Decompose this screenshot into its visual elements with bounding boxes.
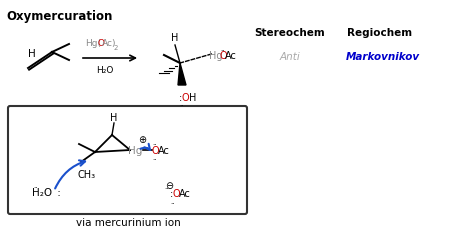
Text: CH₃: CH₃ bbox=[78, 170, 96, 180]
Text: Oxymercuration: Oxymercuration bbox=[6, 10, 112, 23]
Text: O: O bbox=[220, 51, 228, 61]
Text: Hg(: Hg( bbox=[85, 39, 101, 48]
Text: Ac: Ac bbox=[225, 51, 237, 61]
Text: ..: .. bbox=[152, 155, 156, 161]
Text: :: : bbox=[179, 93, 182, 103]
Text: ..: .. bbox=[152, 140, 156, 146]
Text: H: H bbox=[171, 33, 179, 43]
Text: Anti: Anti bbox=[280, 52, 301, 62]
Text: :: : bbox=[54, 188, 61, 198]
Text: Ac): Ac) bbox=[102, 39, 117, 48]
Text: Stereochem: Stereochem bbox=[255, 28, 325, 38]
Text: O: O bbox=[98, 39, 105, 48]
Text: Regiochem: Regiochem bbox=[347, 28, 412, 38]
Text: O: O bbox=[152, 146, 160, 156]
Text: Ac: Ac bbox=[179, 189, 191, 199]
Text: ⊕: ⊕ bbox=[138, 135, 146, 145]
Text: :: : bbox=[170, 189, 173, 199]
Text: ⊖: ⊖ bbox=[165, 181, 173, 191]
Text: H: H bbox=[189, 93, 196, 103]
Text: ..: .. bbox=[180, 101, 184, 107]
Text: H₂O: H₂O bbox=[32, 188, 52, 198]
FancyBboxPatch shape bbox=[8, 106, 247, 214]
Text: H₂O: H₂O bbox=[96, 66, 113, 75]
Text: O: O bbox=[173, 189, 181, 199]
Text: O: O bbox=[182, 93, 190, 103]
Text: 2: 2 bbox=[114, 45, 118, 51]
Text: ..: .. bbox=[171, 199, 175, 205]
Text: ..: .. bbox=[164, 184, 169, 190]
Text: ..: .. bbox=[220, 46, 225, 52]
Text: H: H bbox=[28, 49, 36, 59]
Text: ..: .. bbox=[33, 183, 37, 189]
Text: via mercurinium ion: via mercurinium ion bbox=[76, 218, 181, 228]
Text: Hg: Hg bbox=[209, 51, 222, 61]
Polygon shape bbox=[178, 63, 186, 85]
Text: H: H bbox=[110, 113, 118, 123]
Text: Markovnikov: Markovnikov bbox=[346, 52, 420, 62]
Text: Ac: Ac bbox=[158, 146, 170, 156]
Text: Hg: Hg bbox=[128, 146, 142, 156]
